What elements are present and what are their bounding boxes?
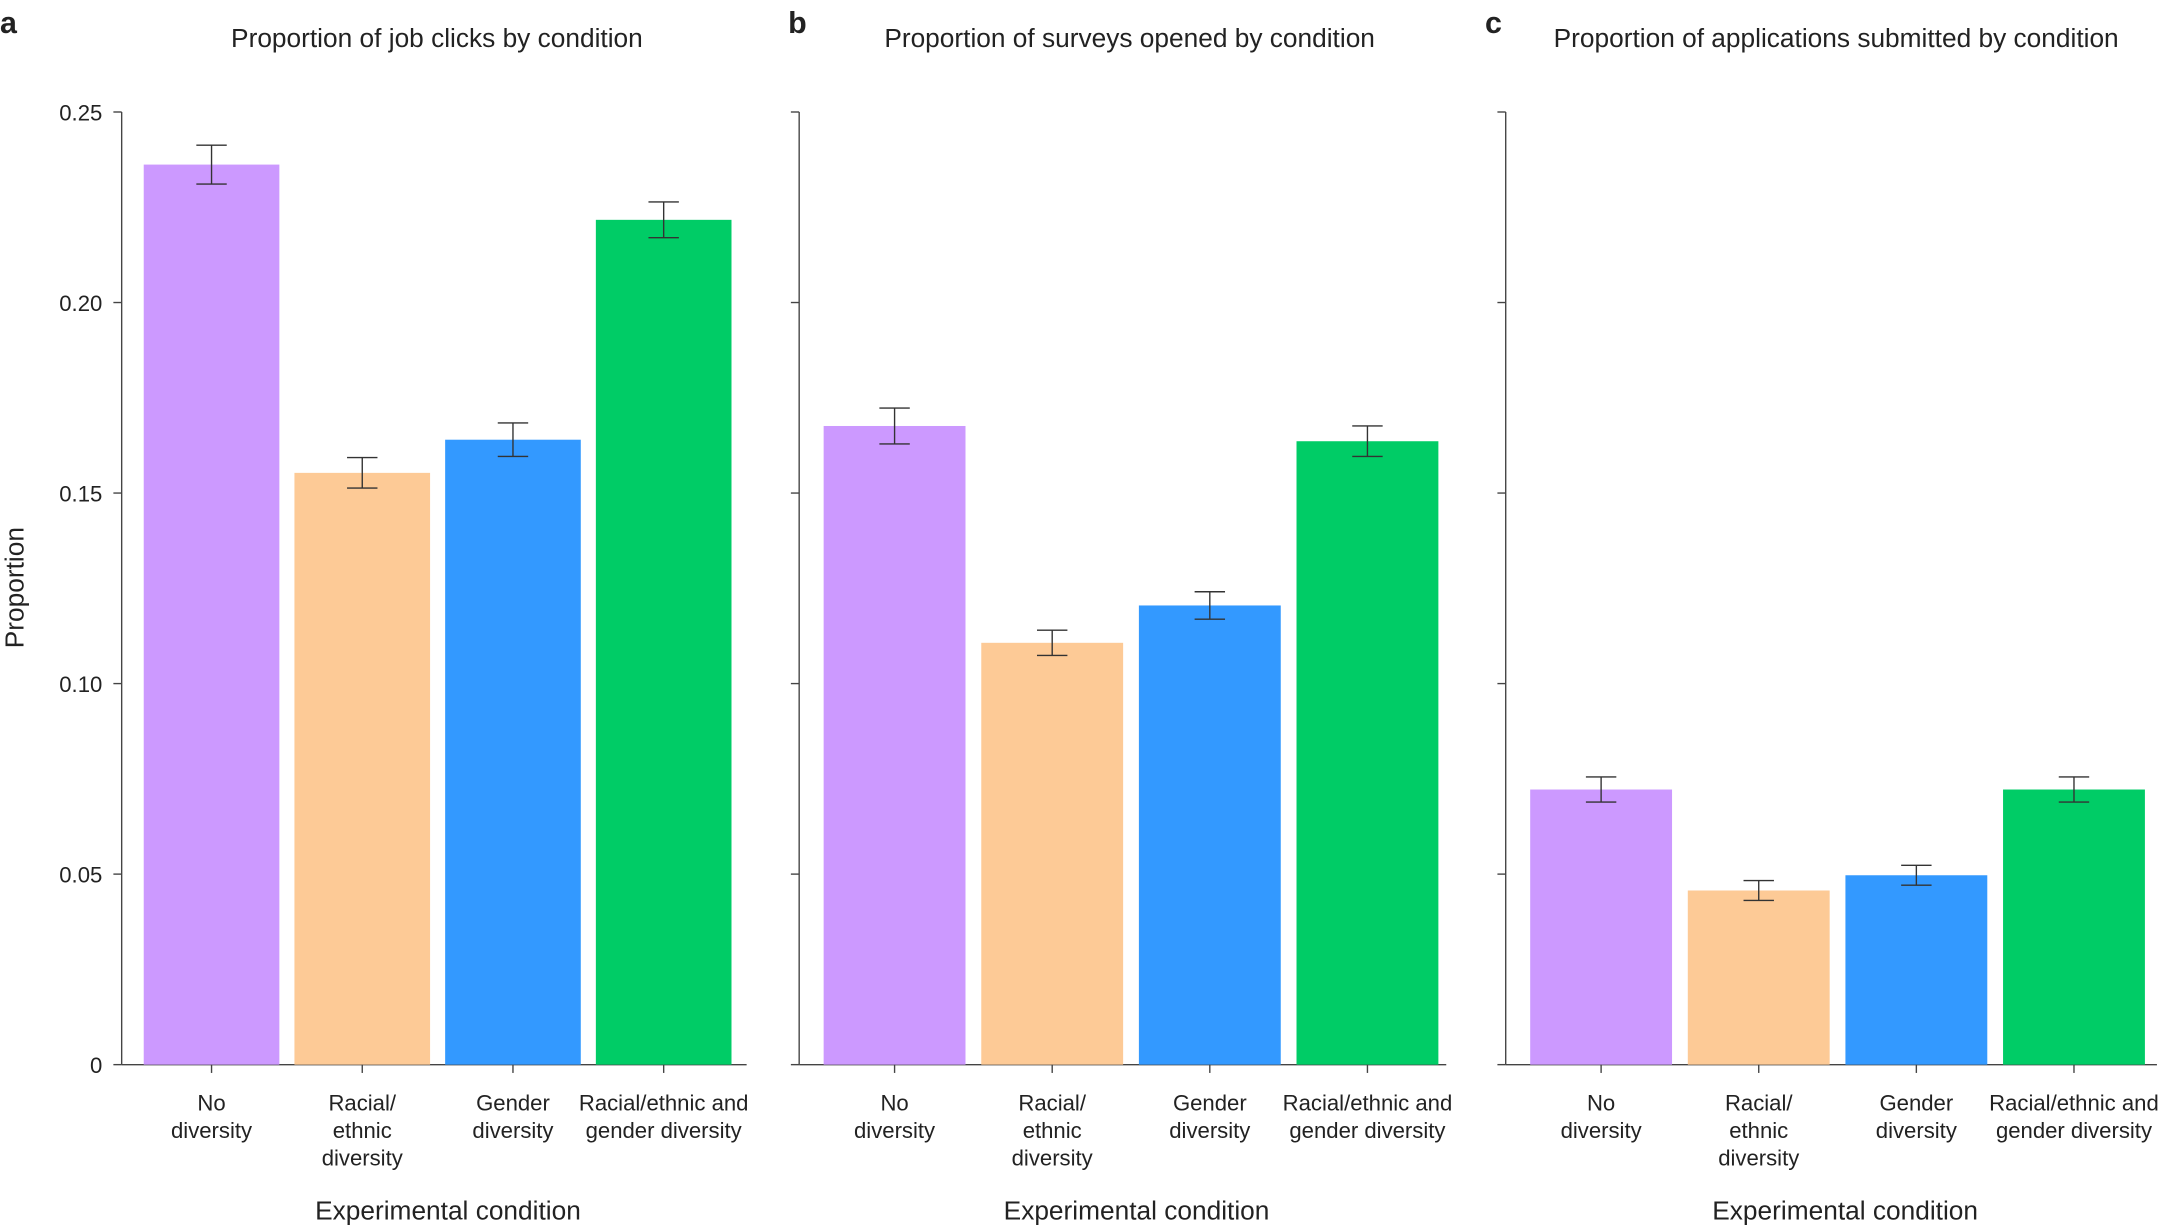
x-tick-label: diversity xyxy=(1012,1146,1094,1171)
bar xyxy=(294,472,431,1065)
y-axis-label: Proportion xyxy=(0,527,30,648)
x-tick-label: diversity xyxy=(1561,1118,1643,1143)
panel-label: b xyxy=(788,6,807,40)
x-tick-label: gender diversity xyxy=(1996,1118,2153,1143)
error-bar xyxy=(347,456,378,489)
chart-title: Proportion of surveys opened by conditio… xyxy=(884,23,1375,53)
error-bar xyxy=(196,144,227,185)
x-tick-label: diversity xyxy=(171,1118,253,1143)
error-bar xyxy=(1901,864,1932,886)
x-tick-label: Racial/ethnic and xyxy=(579,1090,749,1115)
x-axis-label: Experimental condition xyxy=(1004,1196,1270,1226)
panel-label: c xyxy=(1485,6,1502,40)
x-tick-label: Racial/ xyxy=(328,1090,396,1115)
chart-title: Proportion of job clicks by condition xyxy=(231,23,643,53)
x-tick-label: Gender xyxy=(1173,1090,1247,1115)
error-bar xyxy=(1036,629,1068,657)
chart-title: Proportion of applications submitted by … xyxy=(1554,23,2119,53)
bar xyxy=(1845,875,1988,1065)
bar xyxy=(595,219,732,1065)
error-bar xyxy=(1194,591,1226,620)
bar xyxy=(1687,890,1830,1065)
x-tick-label: No xyxy=(880,1090,908,1115)
x-tick-label: Racial/ xyxy=(1018,1090,1086,1115)
x-tick-label: ethnic xyxy=(1729,1118,1788,1143)
bar xyxy=(1296,441,1439,1065)
error-bar xyxy=(1585,776,1617,803)
x-tick-label: diversity xyxy=(854,1118,936,1143)
panel-label: a xyxy=(0,6,18,40)
bar xyxy=(823,425,966,1065)
x-tick-label: diversity xyxy=(1169,1118,1251,1143)
y-tick-label: 0 xyxy=(90,1053,102,1078)
x-tick-label: gender diversity xyxy=(586,1118,743,1143)
bar xyxy=(143,164,280,1065)
y-tick-label: 0.10 xyxy=(59,672,102,697)
x-axis-label: Experimental condition xyxy=(315,1196,581,1226)
error-bar xyxy=(1743,879,1774,902)
y-tick-label: 0.20 xyxy=(59,291,102,316)
x-tick-label: ethnic xyxy=(333,1118,392,1143)
x-tick-label: Gender xyxy=(1879,1090,1953,1115)
x-tick-label: diversity xyxy=(1718,1146,1800,1171)
error-bar xyxy=(1352,425,1383,458)
error-bar xyxy=(648,201,679,239)
x-tick-label: diversity xyxy=(472,1118,554,1143)
x-tick-label: No xyxy=(197,1090,225,1115)
bar xyxy=(1530,789,1673,1065)
bar xyxy=(1138,605,1281,1065)
x-tick-label: Gender xyxy=(476,1090,550,1115)
error-bar xyxy=(879,407,910,445)
x-tick-label: Racial/ethnic and xyxy=(1283,1090,1453,1115)
x-axis-label: Experimental condition xyxy=(1712,1196,1978,1226)
error-bar xyxy=(497,422,529,458)
x-tick-label: gender diversity xyxy=(1289,1118,1446,1143)
x-tick-label: No xyxy=(1587,1090,1615,1115)
x-tick-label: Racial/ xyxy=(1725,1090,1793,1115)
y-tick-label: 0.15 xyxy=(59,481,102,506)
x-tick-label: Racial/ethnic and xyxy=(1989,1090,2159,1115)
bar xyxy=(2003,789,2145,1065)
error-bar xyxy=(2058,776,2090,803)
y-tick-label: 0.05 xyxy=(59,862,102,887)
x-tick-label: diversity xyxy=(1876,1118,1958,1143)
y-tick-label: 0.25 xyxy=(59,100,102,125)
bar xyxy=(981,642,1124,1065)
x-tick-label: ethnic xyxy=(1023,1118,1082,1143)
bar xyxy=(445,439,581,1065)
x-tick-label: diversity xyxy=(322,1146,404,1171)
